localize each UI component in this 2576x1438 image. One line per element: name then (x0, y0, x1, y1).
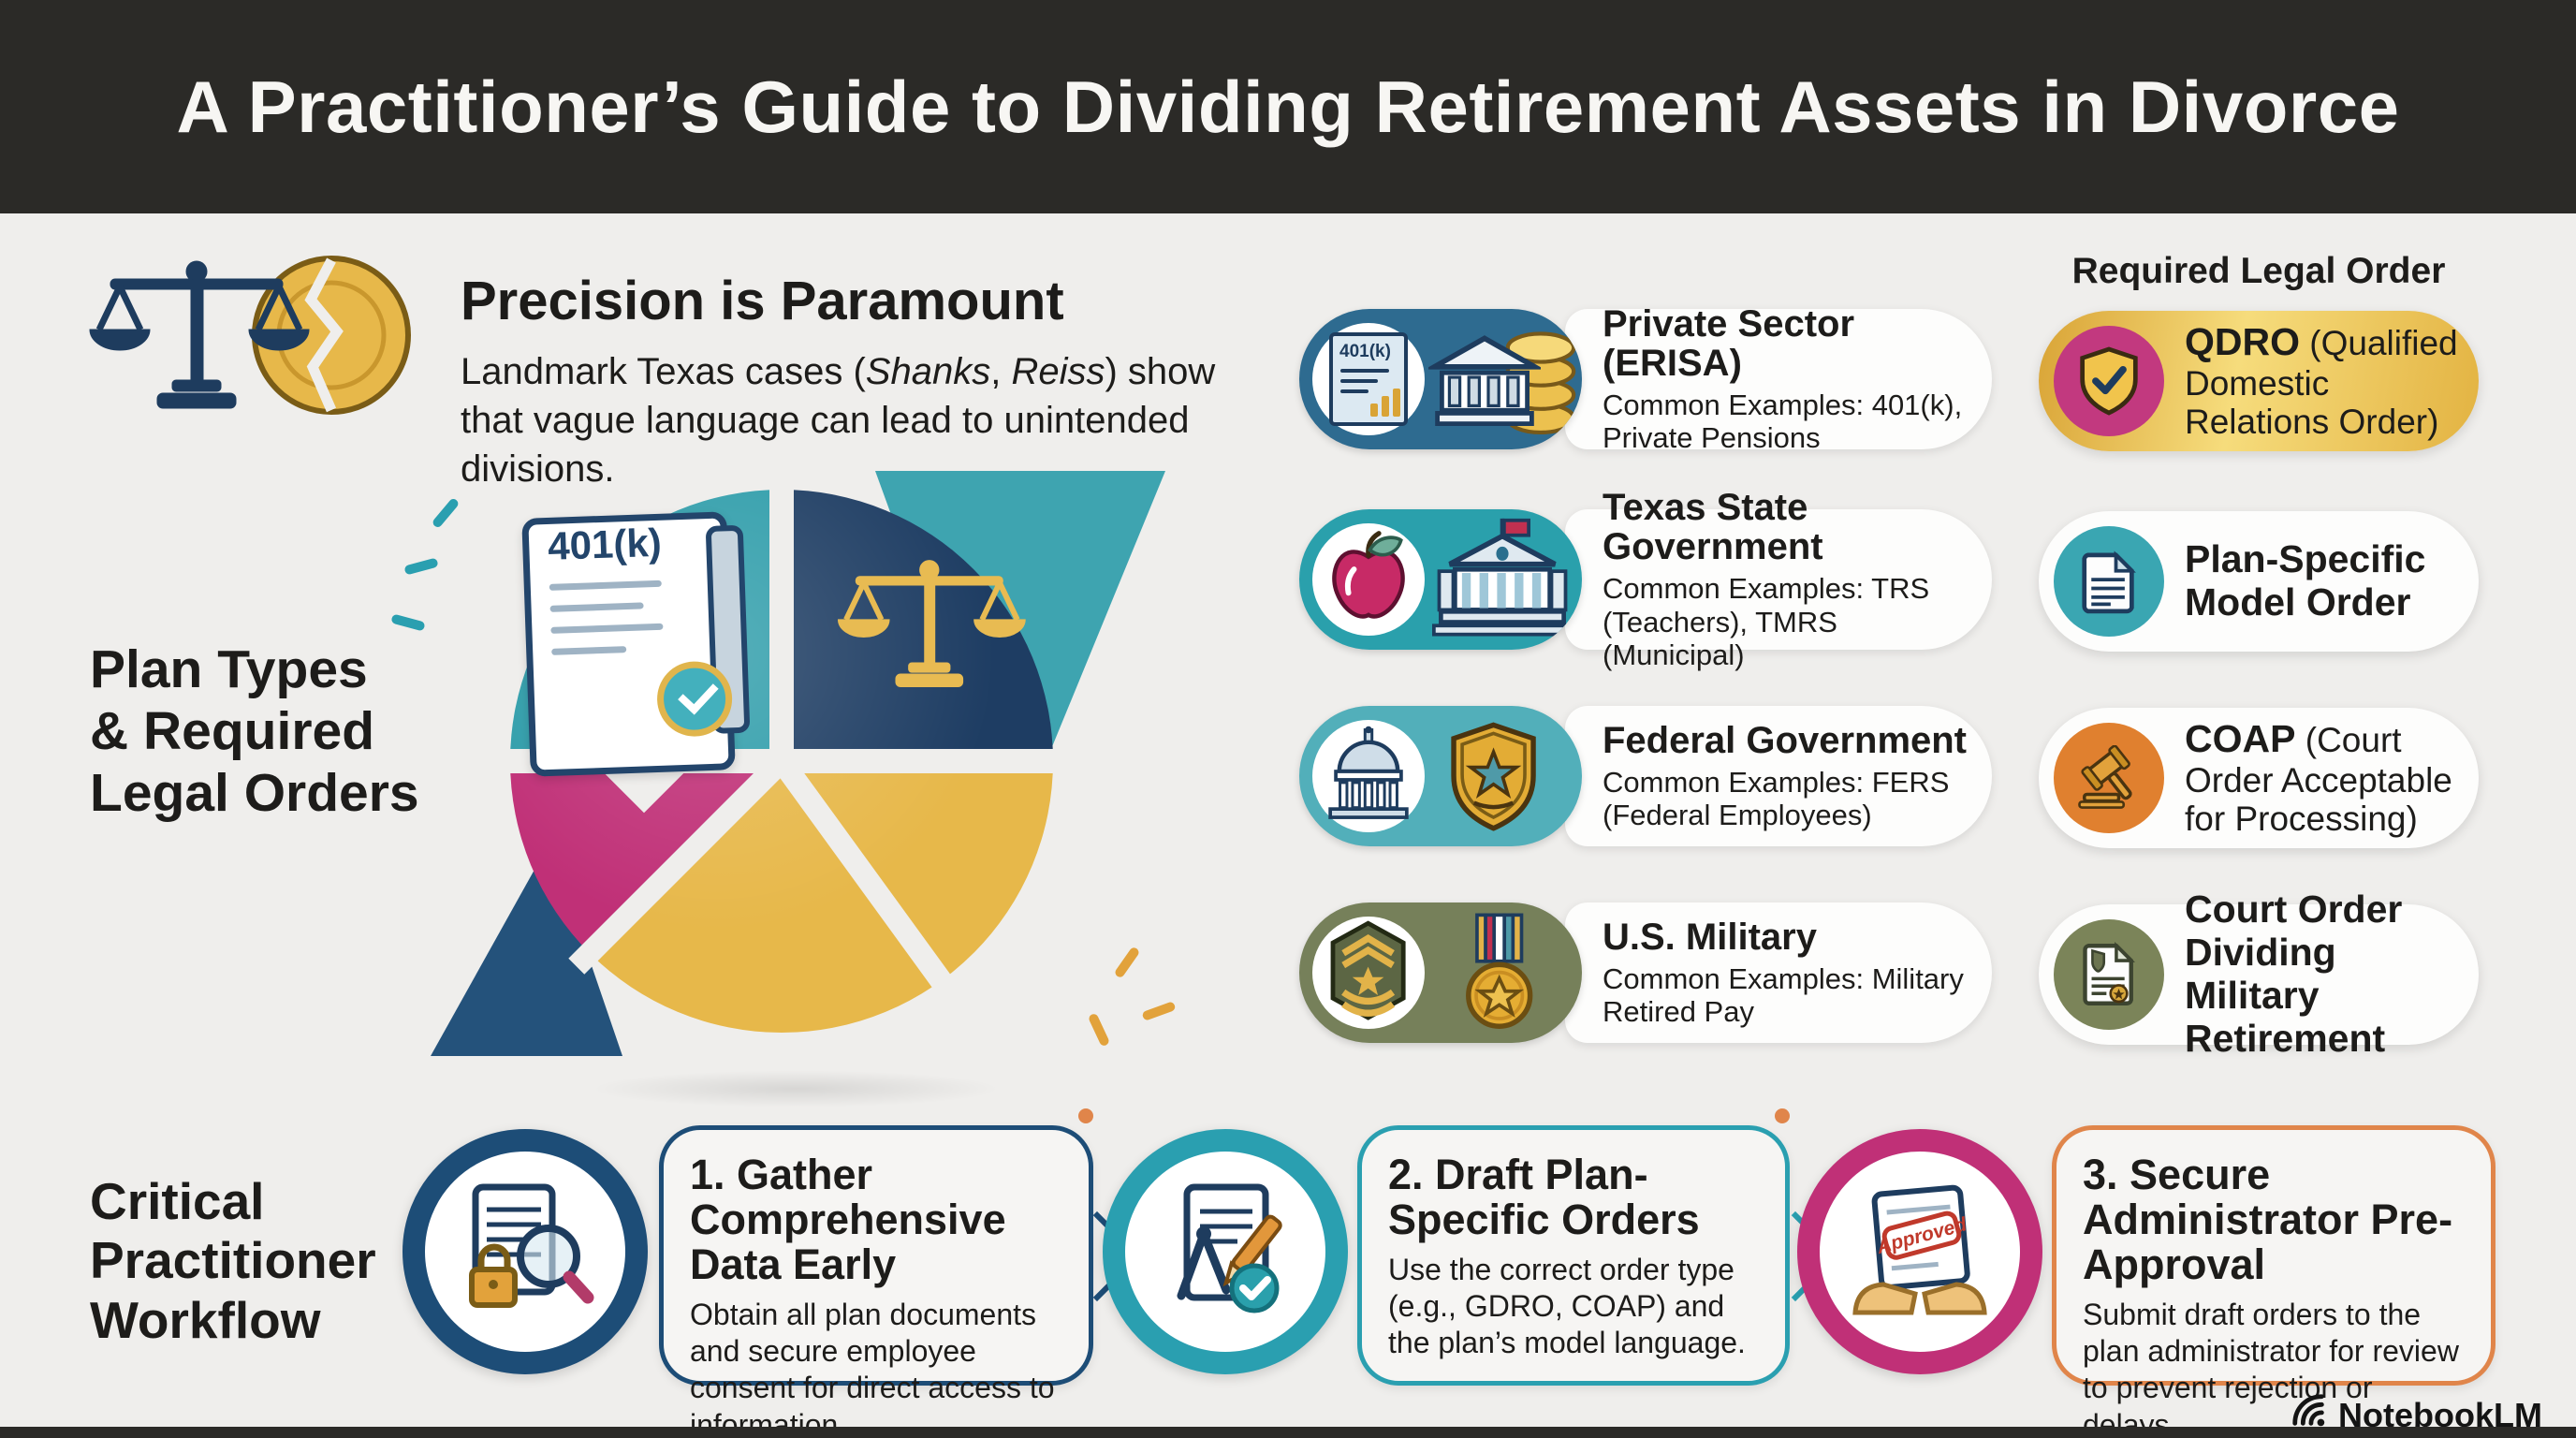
plan-examples: Common Examples: 401(k), Private Pension… (1603, 388, 1963, 454)
order-label: COAP (Court Order Acceptable for Process… (2185, 716, 2452, 838)
plan-examples: Common Examples: FERS (Federal Employees… (1603, 765, 1950, 831)
order-card-model-order: Plan-Specific Model Order (2039, 511, 2479, 652)
workflow-step3-circle: Approved (1797, 1129, 2042, 1374)
order-label: Plan-Specific Model Order (2185, 537, 2426, 624)
approval-icon: Approved (1850, 1180, 1990, 1325)
workflow-label: Critical Practitioner Workflow (90, 1172, 376, 1349)
plan-examples: Common Examples: TRS (Teachers), TMRS (M… (1603, 572, 1930, 671)
texas-state-icon-pill (1299, 509, 1582, 650)
gold-scales-icon (835, 531, 1027, 727)
order-label: Court Order Dividing Military Retirement (2185, 888, 2403, 1060)
plan-row-federal: Federal Government Common Examples: FERS… (1299, 706, 1992, 846)
step-title: 3. Secure Administrator Pre-Approval (2083, 1151, 2453, 1289)
workflow-step2-circle (1103, 1129, 1348, 1374)
capitol-icon (1322, 726, 1415, 828)
order-card-qdro: QDRO (Qualified Domestic Relations Order… (2039, 311, 2479, 451)
medal-icon (1456, 910, 1546, 1042)
401k-statement-icon: 401(k) (1329, 332, 1408, 426)
scales-broken-coin-icon (86, 240, 442, 441)
private-sector-icon-pill: 401(k) (1299, 309, 1582, 449)
workflow-step2-card: 2. Draft Plan-Specific Orders Use the co… (1357, 1125, 1790, 1386)
plan-row-card: Federal Government Common Examples: FERS… (1565, 706, 1992, 846)
bottom-strip (0, 1427, 2576, 1438)
step-body: Submit draft orders to the plan administ… (2083, 1298, 2459, 1438)
gather-data-icon (455, 1180, 595, 1325)
pie-illustration: 401(k) (390, 463, 1177, 1119)
case-reiss: Reiss (1011, 351, 1105, 392)
case-shanks: Shanks (865, 351, 991, 392)
401k-scroll-document: 401(k) (521, 511, 751, 777)
step-title: 1. Gather Comprehensive Data Early (690, 1151, 1006, 1289)
workflow-step1-circle (402, 1129, 648, 1374)
precision-body: Landmark Texas cases (Shanks, Reiss) sho… (461, 351, 1216, 490)
precision-heading: Precision is Paramount (461, 271, 1064, 331)
step-body: Obtain all plan documents and secure emp… (690, 1298, 1055, 1438)
document-icon (2054, 526, 2164, 637)
page-title: A Practitioner’s Guide to Dividing Retir… (176, 65, 2400, 148)
plan-title: Private Sector (ERISA) (1603, 302, 1855, 384)
legal-orders-heading: Required Legal Order (2071, 251, 2446, 291)
apple-icon (1324, 529, 1413, 631)
plan-title: Texas State Government (1603, 487, 1823, 568)
workflow-step1-card: 1. Gather Comprehensive Data Early Obtai… (659, 1125, 1093, 1438)
notebooklm-icon (2290, 1391, 2329, 1438)
step-body: Use the correct order type (e.g., GDRO, … (1388, 1253, 1746, 1360)
badge-icon (1445, 719, 1543, 840)
military-icon-pill (1299, 902, 1582, 1043)
plan-row-texas-state: Texas State Government Common Examples: … (1299, 488, 1992, 671)
draft-orders-icon (1155, 1180, 1295, 1325)
plan-types-label: Plan Types & Required Legal Orders (90, 639, 419, 824)
federal-icon-pill (1299, 706, 1582, 846)
order-label: QDRO (Qualified Domestic Relations Order… (2185, 319, 2458, 441)
gavel-icon (2054, 723, 2164, 833)
401k-label: 401(k) (547, 520, 663, 568)
rank-insignia-icon (1325, 919, 1412, 1026)
plan-title: Federal Government (1603, 719, 1968, 761)
header-bar: A Practitioner’s Guide to Dividing Retir… (0, 0, 2576, 213)
government-building-icon (1432, 515, 1573, 650)
precision-section: Precision is Paramount Landmark Texas ca… (461, 270, 1237, 493)
order-card-military-order: Court Order Dividing Military Retirement (2039, 888, 2479, 1060)
plan-row-card: Private Sector (ERISA) Common Examples: … (1565, 304, 1992, 454)
order-card-coap: COAP (Court Order Acceptable for Process… (2039, 708, 2479, 848)
plan-row-card: U.S. Military Common Examples: Military … (1565, 902, 1992, 1043)
plan-examples: Common Examples: Military Retired Pay (1603, 961, 1964, 1028)
plan-row-private-sector: 401(k) (1299, 304, 1992, 454)
plan-title: U.S. Military (1603, 916, 1817, 958)
plan-row-card: Texas State Government Common Examples: … (1565, 488, 1992, 671)
workflow-step3-card: 3. Secure Administrator Pre-Approval Sub… (2052, 1125, 2496, 1438)
step-title: 2. Draft Plan-Specific Orders (1388, 1151, 1700, 1244)
plan-row-military: U.S. Military Common Examples: Military … (1299, 902, 1992, 1043)
bank-icon (1424, 331, 1545, 439)
military-document-icon (2054, 919, 2164, 1030)
shield-check-icon (2054, 326, 2164, 436)
